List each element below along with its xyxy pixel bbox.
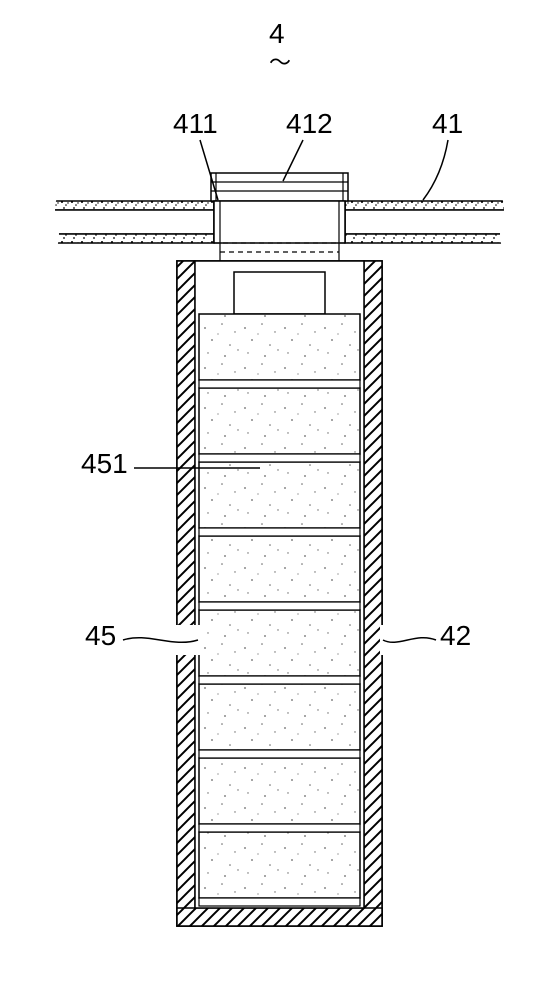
label-45: 45 — [85, 620, 116, 652]
cap-opening — [214, 201, 345, 243]
label-412: 412 — [286, 108, 333, 140]
label-451: 451 — [81, 448, 128, 480]
main-tilde: ～ — [269, 45, 291, 77]
label-411: 411 — [173, 108, 218, 140]
neck — [234, 272, 325, 314]
label-41: 41 — [432, 108, 463, 140]
below-bar-dashed — [214, 243, 345, 261]
label-42: 42 — [440, 620, 471, 652]
cap-stack — [211, 173, 348, 201]
cell-stack — [199, 314, 360, 906]
